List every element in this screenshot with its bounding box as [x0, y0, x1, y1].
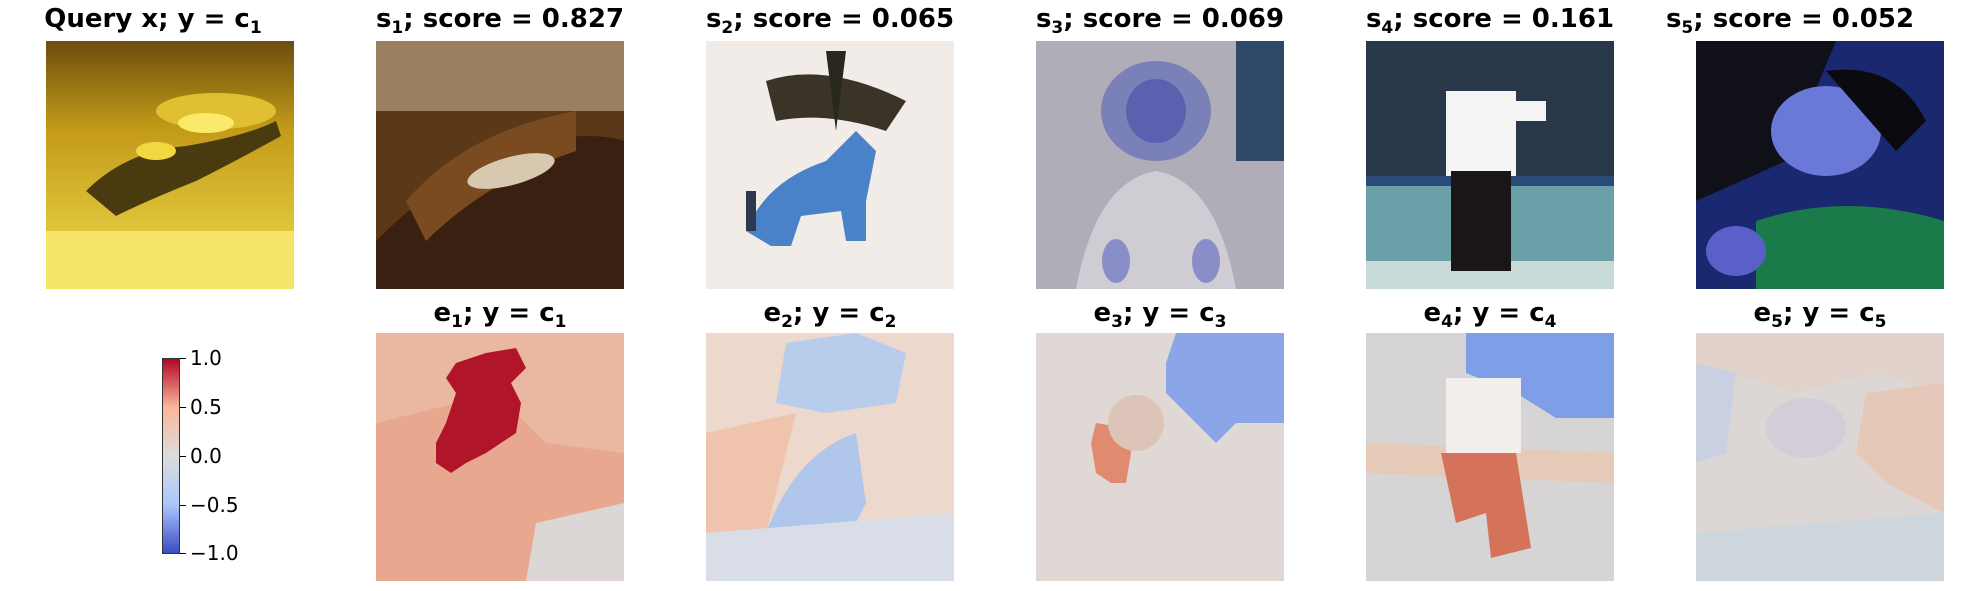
colorbar-tick	[180, 456, 186, 457]
explanation-4-title: e4; y = c4	[1320, 298, 1660, 332]
title-sub2: 3	[1214, 312, 1227, 333]
colorbar-tick-label: −0.5	[190, 493, 239, 517]
support-5-image	[1696, 41, 1944, 289]
title-sub2: 5	[1874, 312, 1887, 333]
title-text: s	[1665, 4, 1682, 34]
title-text: e	[763, 298, 782, 328]
colorbar-tick	[180, 358, 186, 359]
support-2-image	[706, 41, 954, 289]
title-sub: 5	[1681, 18, 1694, 39]
explanation-3-title: e3; y = c3	[990, 298, 1330, 332]
query-image	[46, 41, 294, 289]
title-text: Query x; y = c	[44, 4, 250, 34]
support-4-title: s4; score = 0.161	[1320, 4, 1660, 38]
title-text: e	[1093, 298, 1112, 328]
title-sub: 3	[1111, 312, 1123, 333]
title-text: s	[1365, 4, 1382, 34]
explanation-5-map	[1696, 333, 1944, 581]
title-text: e	[433, 298, 452, 328]
title-mid: ; y = c	[1122, 298, 1215, 328]
title-text: s	[705, 4, 722, 34]
title-mid: ; y = c	[1452, 298, 1545, 328]
title-text: s	[1035, 4, 1052, 34]
title-sub: 3	[1051, 18, 1064, 39]
colorbar	[162, 358, 180, 554]
title-sub: 4	[1381, 18, 1394, 39]
title-text: e	[1753, 298, 1772, 328]
explanation-2-title: e2; y = c2	[660, 298, 1000, 332]
colorbar-tick	[180, 553, 186, 554]
title-sub2: 4	[1544, 312, 1557, 333]
title-score: ; score = 0.161	[1393, 4, 1615, 34]
explanation-3-map	[1036, 333, 1284, 581]
colorbar-tick-label: 1.0	[190, 346, 222, 370]
title-mid: ; y = c	[1782, 298, 1875, 328]
colorbar-tick	[180, 407, 186, 408]
title-sub: 4	[1441, 312, 1453, 333]
title-sub: 1	[451, 312, 463, 333]
title-score: ; score = 0.069	[1063, 4, 1285, 34]
explanation-1-map	[376, 333, 624, 581]
title-score: ; score = 0.065	[733, 4, 955, 34]
title-sub: 1	[391, 18, 404, 39]
support-1-title: s1; score = 0.827	[330, 4, 670, 38]
title-text: s	[375, 4, 392, 34]
title-mid: ; y = c	[462, 298, 555, 328]
query-title: Query x; y = c1	[0, 4, 323, 38]
title-text: e	[1423, 298, 1442, 328]
support-3-image	[1036, 41, 1284, 289]
explanation-2-map	[706, 333, 954, 581]
explanation-4-map	[1366, 333, 1614, 581]
support-3-title: s3; score = 0.069	[990, 4, 1330, 38]
colorbar-tick	[180, 505, 186, 506]
title-sub2: 2	[884, 312, 897, 333]
title-sub: 5	[1771, 312, 1783, 333]
explanation-1-title: e1; y = c1	[330, 298, 670, 332]
title-sub: 2	[781, 312, 793, 333]
title-score: ; score = 0.052	[1693, 4, 1915, 34]
colorbar-tick-label: −1.0	[190, 541, 239, 565]
title-sub: 2	[721, 18, 734, 39]
colorbar-tick-label: 0.0	[190, 444, 222, 468]
support-5-title: s5; score = 0.052	[1620, 4, 1960, 38]
title-score: ; score = 0.827	[403, 4, 625, 34]
title-sub: 1	[249, 18, 262, 39]
support-4-image	[1366, 41, 1614, 289]
title-mid: ; y = c	[792, 298, 885, 328]
explanation-5-title: e5; y = c5	[1650, 298, 1963, 332]
title-sub2: 1	[554, 312, 567, 333]
support-2-title: s2; score = 0.065	[660, 4, 1000, 38]
support-1-image	[376, 41, 624, 289]
colorbar-tick-label: 0.5	[190, 395, 222, 419]
